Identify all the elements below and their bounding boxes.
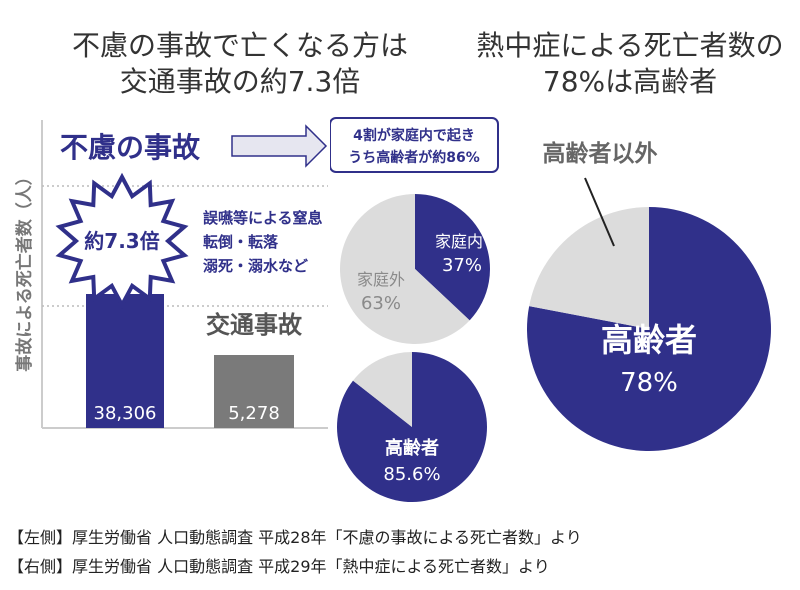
pie2-slice-other	[353, 352, 412, 427]
bar-unintentional-accidents	[86, 294, 164, 428]
pie1-slice-outside	[339, 194, 470, 344]
category-label-traffic: 交通事故	[206, 311, 303, 339]
pie-elderly-share	[337, 352, 488, 502]
callout-line2: うち高齢者が約86%	[348, 149, 480, 166]
pie3-leader-line	[584, 177, 615, 247]
left-title-line1: 不慮の事故で亡くなる方は	[71, 29, 408, 62]
pie3-slice-elderly	[526, 207, 771, 451]
pie-heatstroke-elderly	[526, 207, 771, 451]
pie1-value-home: 37%	[442, 255, 482, 276]
pie1-label-home: 家庭内	[435, 232, 483, 251]
bar-chart: 事故による死亡者数（人） 約7.3倍 誤嚥等による窒息 転倒・転落 溺死・溺水な…	[14, 120, 328, 429]
cause-item-3: 溺死・溺水など	[203, 257, 308, 275]
bar-traffic-accidents	[214, 355, 294, 428]
pie3-value-elderly: 78%	[620, 368, 678, 398]
right-title-line2: 78%は高齢者	[542, 65, 718, 98]
pie3-slice-other	[529, 207, 649, 329]
arrow-icon	[231, 124, 328, 168]
left-title: 不慮の事故で亡くなる方は 交通事故の約7.3倍	[20, 28, 460, 100]
y-axis-label: 事故による死亡者数（人）	[14, 168, 35, 372]
pie2-value-elderly: 85.6%	[383, 464, 440, 485]
pie3-label-elderly: 高齢者	[601, 321, 697, 359]
pie1-label-outside: 家庭外	[357, 270, 405, 289]
callout-line1: 4割が家庭内で起き	[353, 127, 475, 144]
starburst-text: 約7.3倍	[84, 229, 159, 253]
pie2-slice-elderly	[337, 352, 488, 502]
cause-item-2: 転倒・転落	[203, 233, 279, 251]
source-note-left: 【左側】厚生労働省 人口動態調査 平成28年「不慮の事故による死亡者数」より	[8, 528, 582, 547]
bar-value-traffic: 5,278	[228, 403, 280, 424]
cause-item-1: 誤嚥等による窒息	[203, 209, 323, 227]
category-label-unintentional: 不慮の事故	[60, 131, 200, 164]
right-title: 熱中症による死亡者数の 78%は高齢者	[470, 28, 790, 100]
callout-box	[330, 117, 499, 173]
left-title-line2: 交通事故の約7.3倍	[119, 65, 361, 98]
source-note-right: 【右側】厚生労働省 人口動態調査 平成29年「熱中症による死亡者数」より	[8, 557, 550, 576]
starburst-badge	[55, 172, 189, 310]
pie-home-vs-outside	[339, 194, 490, 344]
pie1-slice-home	[415, 194, 490, 321]
pie1-value-outside: 63%	[361, 293, 401, 314]
pie3-label-other: 高齢者以外	[543, 140, 658, 167]
pie-charts: 4割が家庭内で起き うち高齢者が約86% 家庭内 37% 家庭外 63% 高齢者…	[330, 117, 771, 502]
pie2-label-elderly: 高齢者	[385, 437, 439, 459]
bar-value-unintentional: 38,306	[94, 403, 157, 424]
right-title-line1: 熱中症による死亡者数の	[476, 29, 784, 62]
